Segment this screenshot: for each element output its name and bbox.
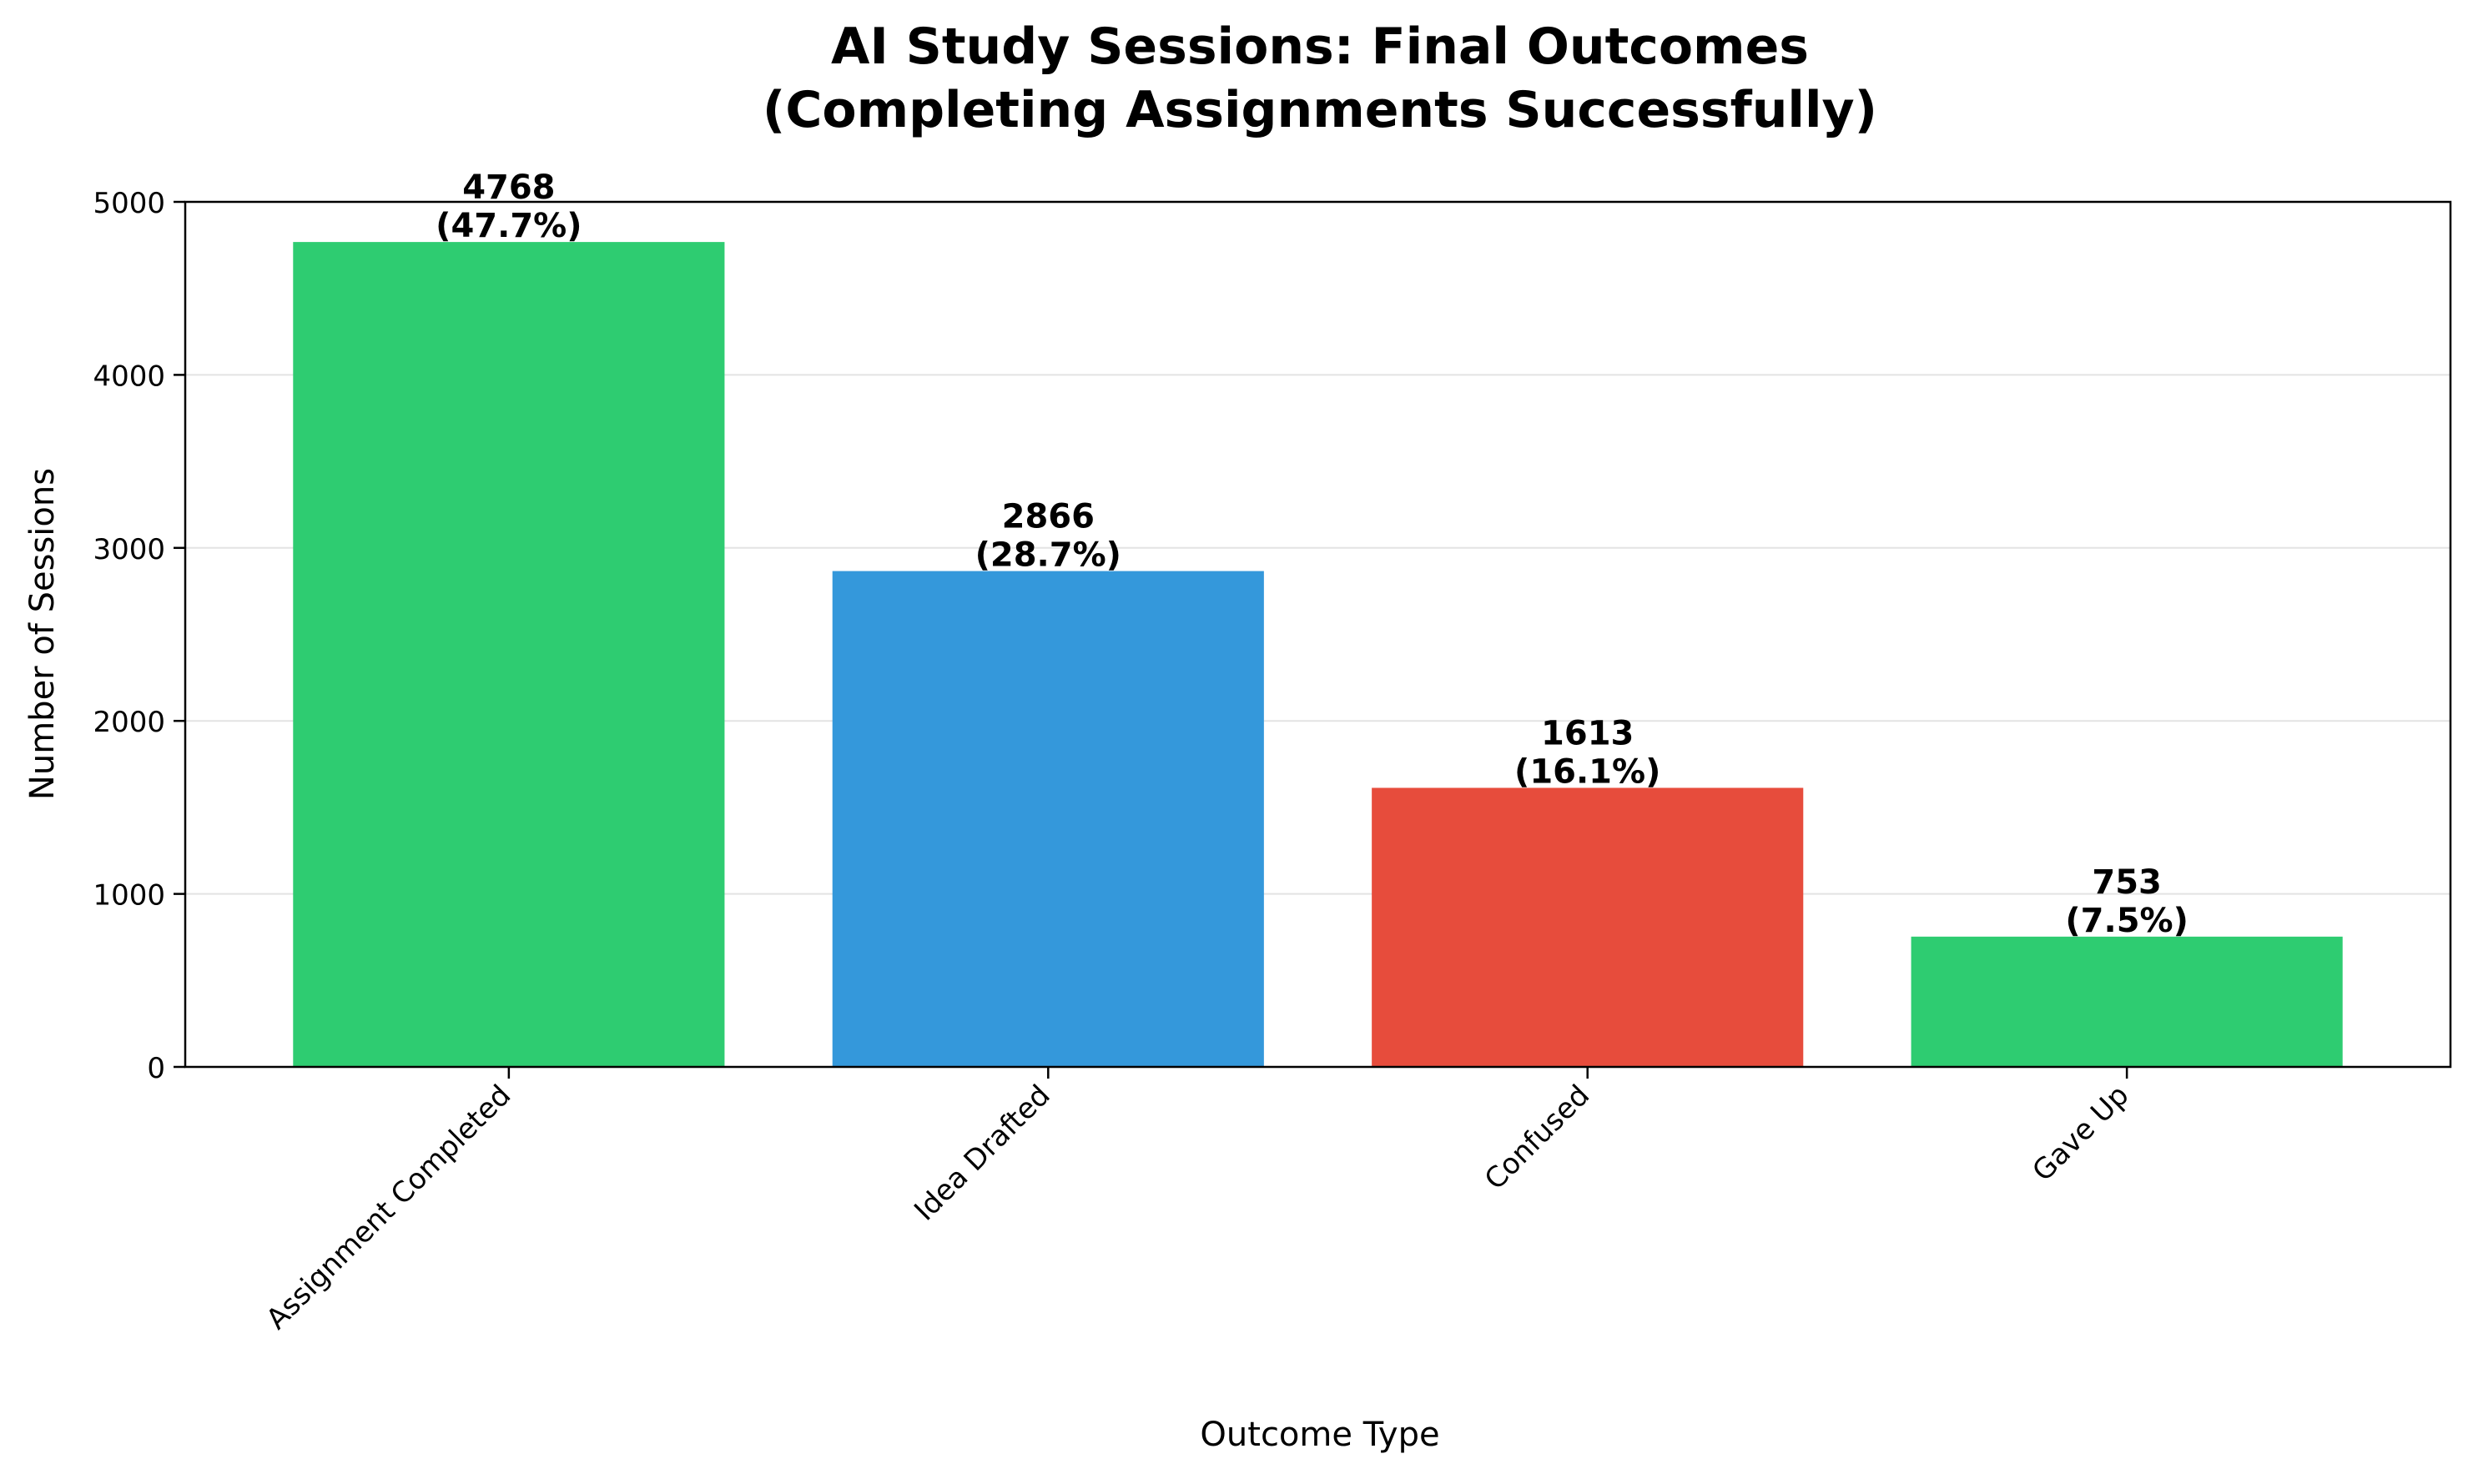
y-tick-label: 0 [147,1052,165,1085]
bar-idea-drafted [832,571,1264,1067]
y-tick-label: 3000 [93,533,165,566]
bar-confused [1372,787,1804,1067]
plot-area-frame [184,200,2452,1069]
bar-value-labels: 4768(47.7%) 2866(28.7%) 1613(16.1%) 753(7.5… [436,169,2188,940]
bar-value-label: 1613 [1541,714,1634,752]
bar-percent-label: (7.5%) [2065,902,2188,940]
y-tick-label: 2000 [93,706,165,739]
y-axis-ticks: 0 1000 2000 3000 4000 5000 [93,187,185,1085]
bar-value-label: 4768 [462,169,555,207]
bars [293,242,2343,1067]
bar-assignment-completed [293,242,725,1067]
y-tick-label: 5000 [93,187,165,220]
bar-percent-label: (16.1%) [1514,752,1660,791]
bar-gave-up [1911,936,2343,1067]
x-axis-label: Outcome Type [1200,1416,1439,1454]
chart-title-line-2: (Completing Assignments Successfully) [763,81,1877,139]
bar-percent-label: (47.7%) [436,207,582,245]
y-tick-label: 4000 [93,360,165,393]
bar-value-label: 753 [2092,863,2162,902]
y-axis-label: Number of Sessions [23,468,62,800]
bar-value-label: 2866 [1002,498,1095,536]
chart-title-line-1: AI Study Sessions: Final Outcomes [831,18,1809,76]
bar-percent-label: (28.7%) [975,536,1121,575]
y-tick-label: 1000 [93,879,165,913]
